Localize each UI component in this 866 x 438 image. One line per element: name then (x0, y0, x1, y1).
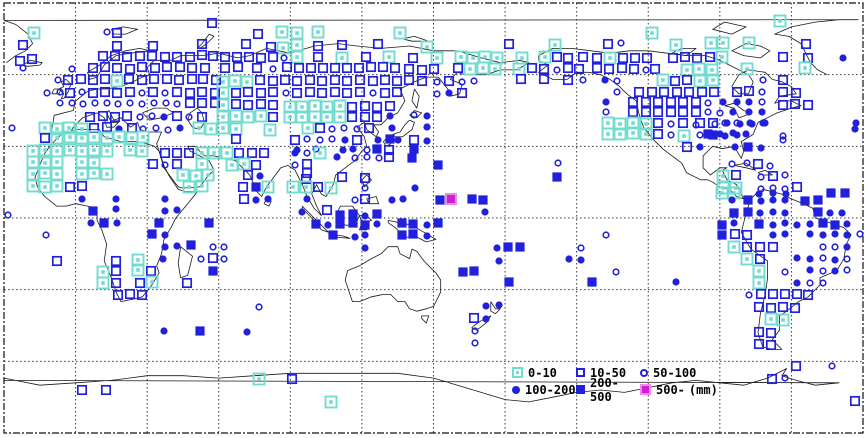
grid-lines (4, 3, 863, 433)
blue-open-circle-icon (640, 368, 648, 377)
blue-filled-square-icon (576, 385, 585, 394)
legend-label: 100-200 (525, 382, 576, 397)
map-frame (3, 2, 864, 434)
legend-row-1: 0-10 10-50 50-100 (512, 364, 718, 381)
legend-label: 10-50 (590, 365, 627, 380)
legend: 0-10 10-50 50-100 100-200 200-500 5 (512, 364, 718, 404)
legend-item-100-200: 100-200 (512, 383, 576, 397)
legend-label: 500- (656, 382, 685, 397)
magenta-filled-square-icon (640, 384, 651, 395)
legend-label: 50-100 (653, 365, 697, 380)
blue-open-square-icon (576, 368, 585, 377)
legend-label: 0-10 (528, 365, 557, 380)
legend-item-10-50: 10-50 (576, 366, 640, 380)
precipitation-markers (4, 14, 864, 409)
legend-item-200-500: 200-500 (576, 376, 640, 404)
legend-label: 200-500 (590, 375, 619, 404)
legend-unit: (mm) (688, 382, 718, 397)
cyan-open-square-icon (512, 367, 523, 378)
legend-row-2: 100-200 200-500 500- (mm) (512, 376, 718, 404)
legend-item-0-10: 0-10 (512, 366, 576, 380)
legend-item-500plus: 500- (mm) (640, 383, 718, 397)
blue-filled-circle-icon (512, 385, 520, 394)
legend-item-50-100: 50-100 (640, 366, 696, 380)
